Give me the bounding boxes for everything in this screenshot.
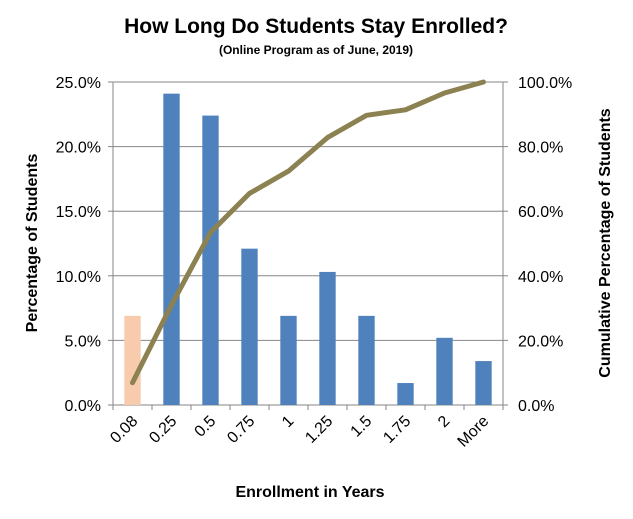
cumulative-line bbox=[130, 79, 486, 386]
y-axis-left-ticks: 0.0% 5.0% 10.0% 15.0% 20.0% 25.0% bbox=[56, 75, 101, 415]
x-tick-label: 1.75 bbox=[380, 413, 414, 447]
bar-series bbox=[124, 93, 492, 406]
bar-2 bbox=[436, 337, 453, 405]
bar-0.5 bbox=[202, 115, 219, 405]
bar-1.25 bbox=[319, 271, 336, 405]
x-tick-label: More bbox=[455, 413, 493, 451]
y2-tick-label: 40.0% bbox=[518, 269, 563, 286]
x-axis-label: Enrollment in Years bbox=[235, 484, 384, 501]
x-tick-label: 1.25 bbox=[302, 413, 336, 447]
bar-0.25 bbox=[163, 93, 180, 406]
y-axis-right-ticks: 0.0% 20.0% 40.0% 60.0% 80.0% 100.0% bbox=[518, 75, 572, 415]
y-tick-label: 15.0% bbox=[56, 204, 101, 221]
bar-1 bbox=[280, 315, 297, 405]
x-tick-label: 0.08 bbox=[107, 413, 141, 447]
x-tick-label: 1 bbox=[279, 413, 297, 431]
y-axis-label: Percentage of Students bbox=[24, 154, 41, 333]
x-tick-label: 1.5 bbox=[348, 413, 376, 441]
bar-0.08 bbox=[124, 315, 141, 405]
bar-1.5 bbox=[358, 315, 375, 405]
x-tick-label: 0.5 bbox=[192, 413, 220, 441]
y-tick-label: 5.0% bbox=[65, 333, 101, 350]
x-tick-label: 2 bbox=[435, 413, 453, 431]
bar-More bbox=[475, 361, 492, 405]
y-tick-label: 25.0% bbox=[56, 75, 101, 92]
y2-tick-label: 100.0% bbox=[518, 75, 572, 92]
y2-axis-label: Cumulative Percentage of Students bbox=[597, 108, 614, 377]
y-tick-label: 0.0% bbox=[65, 398, 101, 415]
x-tick-label: 0.75 bbox=[224, 413, 258, 447]
y2-tick-label: 80.0% bbox=[518, 140, 563, 157]
y2-tick-label: 0.0% bbox=[518, 398, 554, 415]
y-tick-label: 10.0% bbox=[56, 269, 101, 286]
x-axis-ticks: 0.08 0.25 0.5 0.75 1 1.25 1.5 1.75 2 More bbox=[107, 413, 492, 451]
chart-title: How Long Do Students Stay Enrolled? bbox=[124, 15, 508, 38]
x-tick-label: 0.25 bbox=[146, 413, 180, 447]
chart-subtitle: (Online Program as of June, 2019) bbox=[219, 43, 413, 57]
bar-1.75 bbox=[397, 383, 414, 405]
cumulative-line-series bbox=[130, 79, 486, 386]
bar-0.75 bbox=[241, 248, 258, 405]
y2-tick-label: 60.0% bbox=[518, 204, 563, 221]
y-tick-label: 20.0% bbox=[56, 140, 101, 157]
y2-tick-label: 20.0% bbox=[518, 333, 563, 350]
